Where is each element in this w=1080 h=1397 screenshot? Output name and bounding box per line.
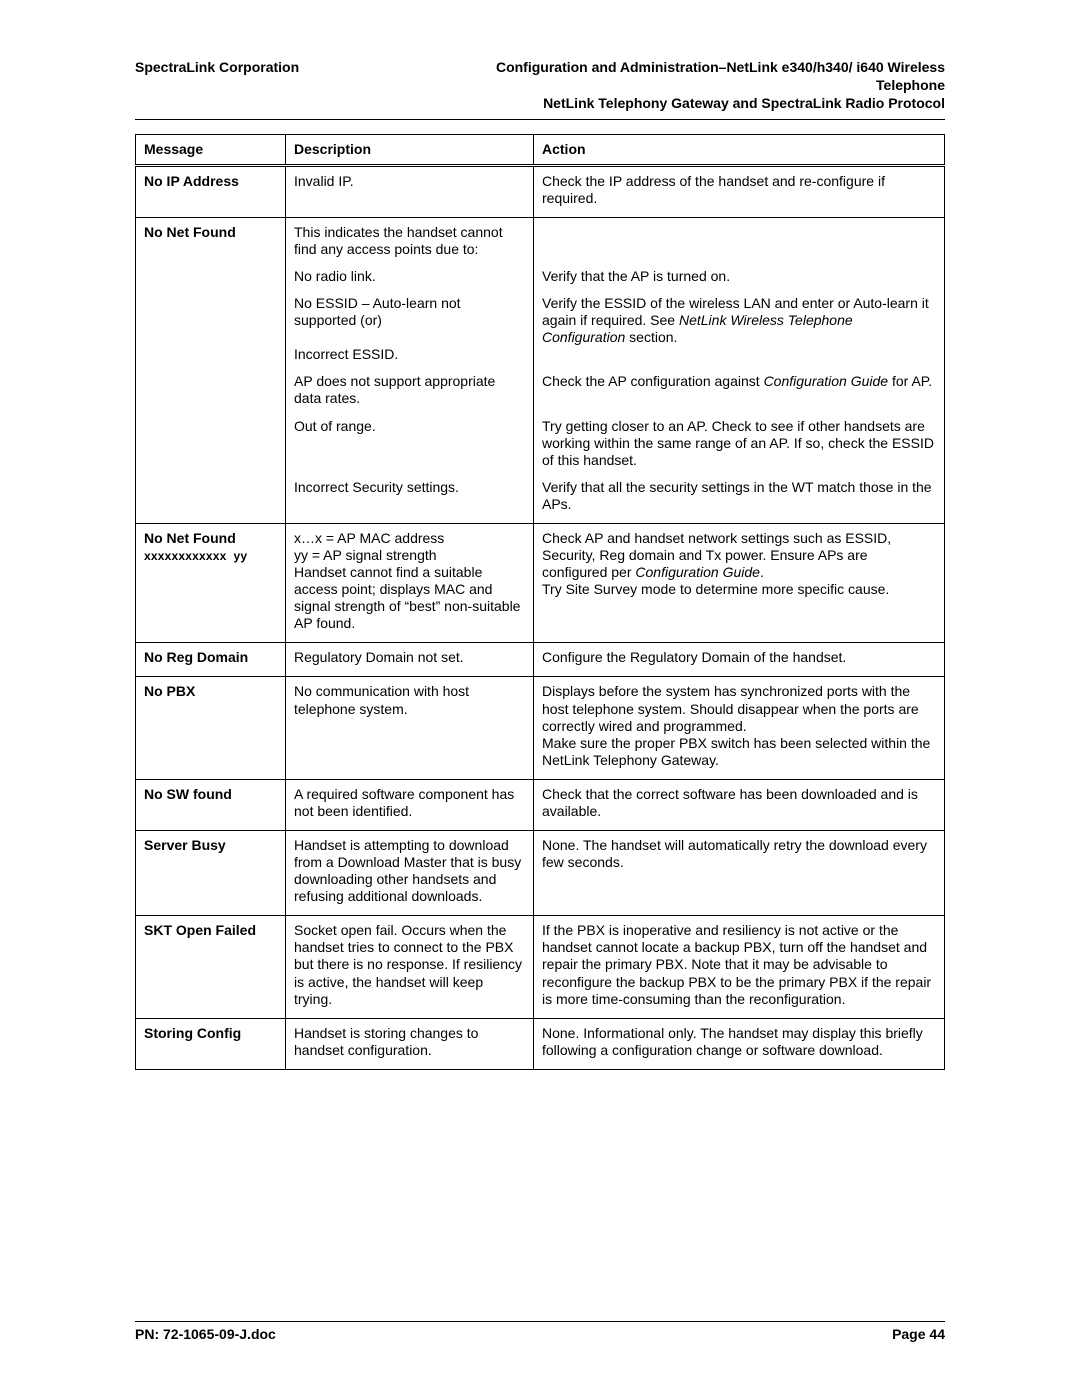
cell-message xyxy=(136,295,286,373)
table-row: AP does not support appropriate data rat… xyxy=(136,373,945,417)
cell-action: Verify the ESSID of the wireless LAN and… xyxy=(534,295,945,373)
cell-description: No radio link. xyxy=(286,268,534,295)
cell-message: No Reg Domain xyxy=(136,643,286,677)
cell-message: Storing Config xyxy=(136,1018,286,1069)
header-title: Configuration and Administration–NetLink… xyxy=(425,58,945,113)
cell-message: No IP Address xyxy=(136,165,286,217)
cell-action xyxy=(534,217,945,268)
cell-description: Handset is storing changes to handset co… xyxy=(286,1018,534,1069)
table-row: No Reg DomainRegulatory Domain not set.C… xyxy=(136,643,945,677)
table-row: SKT Open FailedSocket open fail. Occurs … xyxy=(136,916,945,1018)
table-header-row: Message Description Action xyxy=(136,134,945,165)
cell-action: Check AP and handset network settings su… xyxy=(534,523,945,642)
table-row: No IP AddressInvalid IP.Check the IP add… xyxy=(136,165,945,217)
cell-action: None. Informational only. The handset ma… xyxy=(534,1018,945,1069)
cell-message: Server Busy xyxy=(136,830,286,915)
cell-action: Verify that all the security settings in… xyxy=(534,479,945,524)
col-message: Message xyxy=(136,134,286,165)
cell-action: None. The handset will automatically ret… xyxy=(534,830,945,915)
cell-action: Displays before the system has synchroni… xyxy=(534,677,945,779)
cell-description: Handset is attempting to download from a… xyxy=(286,830,534,915)
table-row: Storing ConfigHandset is storing changes… xyxy=(136,1018,945,1069)
table-row: No SW foundA required software component… xyxy=(136,779,945,830)
col-action: Action xyxy=(534,134,945,165)
cell-message xyxy=(136,268,286,295)
cell-action: Check the AP configuration against Confi… xyxy=(534,373,945,417)
page-header: SpectraLink Corporation Configuration an… xyxy=(135,58,945,120)
cell-message: No SW found xyxy=(136,779,286,830)
table-row: No Net Foundxxxxxxxxxxxx yyx…x = AP MAC … xyxy=(136,523,945,642)
cell-action: Try getting closer to an AP. Check to se… xyxy=(534,418,945,479)
cell-message: No PBX xyxy=(136,677,286,779)
footer-pn: PN: 72-1065-09-J.doc xyxy=(135,1326,276,1342)
header-title-line2: NetLink Telephony Gateway and SpectraLin… xyxy=(543,95,945,111)
cell-message: No Net Found xyxy=(136,217,286,268)
cell-description: AP does not support appropriate data rat… xyxy=(286,373,534,417)
cell-action: Check the IP address of the handset and … xyxy=(534,165,945,217)
header-company: SpectraLink Corporation xyxy=(135,58,375,113)
cell-description: No ESSID – Auto-learn not supported (or)… xyxy=(286,295,534,373)
cell-description: Invalid IP. xyxy=(286,165,534,217)
table-row: No Net FoundThis indicates the handset c… xyxy=(136,217,945,268)
cell-description: Regulatory Domain not set. xyxy=(286,643,534,677)
cell-description: No communication with host telephone sys… xyxy=(286,677,534,779)
footer-page: Page 44 xyxy=(892,1326,945,1342)
table-row: No radio link.Verify that the AP is turn… xyxy=(136,268,945,295)
table-row: Server BusyHandset is attempting to down… xyxy=(136,830,945,915)
cell-action: If the PBX is inoperative and resiliency… xyxy=(534,916,945,1018)
cell-description: Socket open fail. Occurs when the handse… xyxy=(286,916,534,1018)
cell-message: No Net Foundxxxxxxxxxxxx yy xyxy=(136,523,286,642)
header-title-line1: Configuration and Administration–NetLink… xyxy=(496,59,945,93)
cell-action: Verify that the AP is turned on. xyxy=(534,268,945,295)
col-description: Description xyxy=(286,134,534,165)
table-row: Incorrect Security settings.Verify that … xyxy=(136,479,945,524)
cell-action: Configure the Regulatory Domain of the h… xyxy=(534,643,945,677)
cell-description: This indicates the handset cannot find a… xyxy=(286,217,534,268)
table-body: No IP AddressInvalid IP.Check the IP add… xyxy=(136,165,945,1069)
cell-description: A required software component has not be… xyxy=(286,779,534,830)
table-row: No PBXNo communication with host telepho… xyxy=(136,677,945,779)
cell-message: SKT Open Failed xyxy=(136,916,286,1018)
message-table: Message Description Action No IP Address… xyxy=(135,134,945,1070)
cell-description: Out of range. xyxy=(286,418,534,479)
page-footer: PN: 72-1065-09-J.doc Page 44 xyxy=(135,1321,945,1342)
cell-message xyxy=(136,373,286,417)
cell-action: Check that the correct software has been… xyxy=(534,779,945,830)
cell-description: Incorrect Security settings. xyxy=(286,479,534,524)
cell-description: x…x = AP MAC addressyy = AP signal stren… xyxy=(286,523,534,642)
table-row: No ESSID – Auto-learn not supported (or)… xyxy=(136,295,945,373)
cell-message xyxy=(136,479,286,524)
cell-message xyxy=(136,418,286,479)
table-row: Out of range.Try getting closer to an AP… xyxy=(136,418,945,479)
